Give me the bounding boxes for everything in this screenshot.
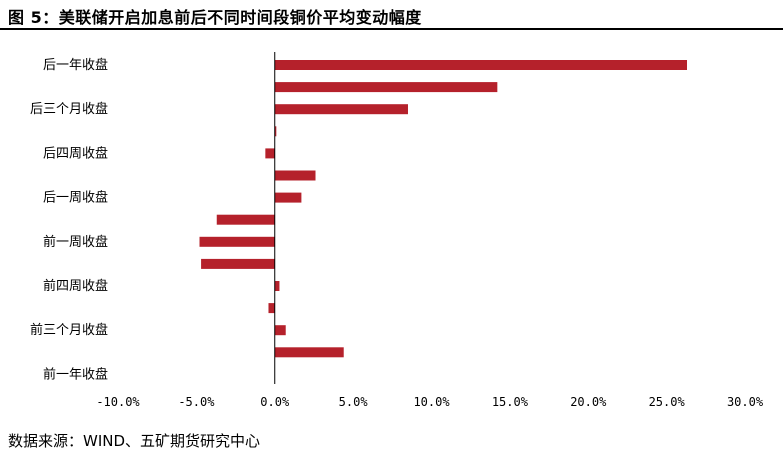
- x-tick-label: 10.0%: [413, 395, 450, 409]
- bar: [201, 258, 275, 269]
- category-label: 后三个月收盘: [30, 101, 108, 117]
- x-tick-label: 0.0%: [260, 395, 290, 409]
- bar: [265, 148, 275, 159]
- category-label: 后四周收盘: [43, 145, 108, 161]
- x-tick-label: 20.0%: [570, 395, 607, 409]
- bar: [268, 303, 275, 314]
- bar: [274, 170, 316, 181]
- x-tick-label: -10.0%: [96, 395, 140, 409]
- bar: [274, 126, 277, 137]
- bar: [274, 192, 302, 203]
- category-label: 后一年收盘: [43, 57, 108, 73]
- x-tick-label: 5.0%: [339, 395, 369, 409]
- bar: [216, 214, 275, 225]
- title-underline: [0, 28, 783, 30]
- x-tick-label: 15.0%: [492, 395, 529, 409]
- category-label: 前一年收盘: [43, 366, 108, 382]
- category-label: 前四周收盘: [43, 278, 108, 294]
- x-tick-label: 30.0%: [727, 395, 764, 409]
- category-label: 后一周收盘: [43, 190, 108, 206]
- bar: [274, 104, 408, 115]
- x-tick-label: -5.0%: [178, 395, 215, 409]
- bar: [274, 325, 286, 336]
- source-note: 数据来源：WIND、五矿期货研究中心: [8, 432, 261, 450]
- x-tick-label: 25.0%: [649, 395, 686, 409]
- bar: [199, 236, 275, 247]
- bar: [274, 347, 344, 358]
- bar: [274, 82, 498, 93]
- category-label: 前三个月收盘: [30, 322, 108, 338]
- chart-title: 图 5：美联储开启加息前后不同时间段铜价平均变动幅度: [8, 8, 422, 27]
- category-label: 前一周收盘: [43, 234, 108, 250]
- bar: [274, 60, 688, 70]
- bar: [274, 281, 280, 291]
